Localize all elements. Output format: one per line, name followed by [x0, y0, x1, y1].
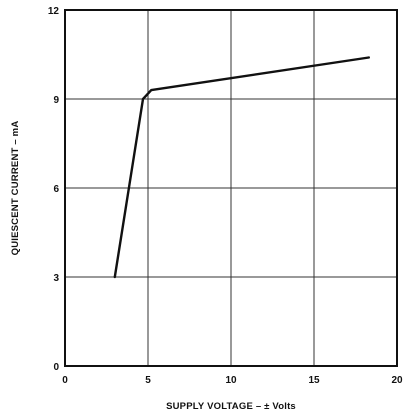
y-tick-label: 3 [53, 273, 59, 284]
x-tick-label: 20 [391, 375, 403, 386]
y-axis-title: QUIESCENT CURRENT – mA [10, 121, 21, 256]
y-tick-label: 0 [53, 362, 59, 373]
x-tick-label: 5 [145, 375, 151, 386]
y-tick-label: 9 [53, 95, 59, 106]
x-tick-label: 10 [225, 375, 237, 386]
y-tick-label: 12 [48, 6, 60, 17]
y-tick-label: 6 [53, 184, 59, 195]
x-tick-label: 15 [308, 375, 320, 386]
y-tick-labels: 0 3 6 9 12 [48, 6, 60, 373]
x-tick-label: 0 [62, 375, 68, 386]
grid-lines [65, 10, 397, 366]
plot-frame [64, 9, 398, 367]
x-axis-title: SUPPLY VOLTAGE – ± Volts [166, 401, 296, 412]
series-group [113, 56, 370, 279]
x-tick-labels: 0 5 10 15 20 [62, 375, 403, 386]
series-line [113, 56, 370, 279]
